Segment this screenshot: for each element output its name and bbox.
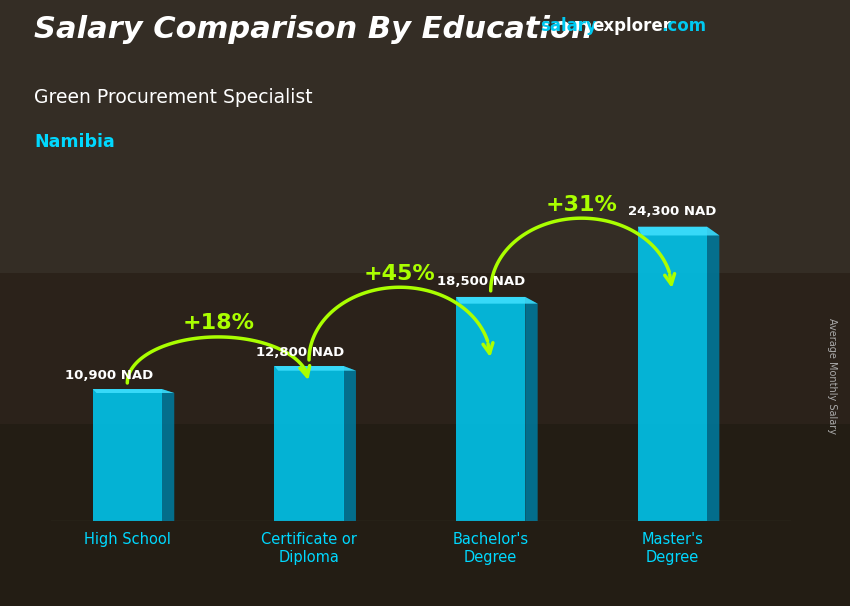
Polygon shape — [275, 366, 356, 371]
Text: Namibia: Namibia — [34, 133, 115, 152]
Polygon shape — [525, 297, 538, 521]
Text: 12,800 NAD: 12,800 NAD — [256, 346, 344, 359]
Text: .com: .com — [661, 17, 706, 35]
Polygon shape — [456, 297, 538, 304]
Text: Average Monthly Salary: Average Monthly Salary — [827, 318, 837, 434]
Polygon shape — [162, 389, 174, 521]
Text: +45%: +45% — [364, 264, 436, 284]
Bar — [0, 0, 850, 273]
Polygon shape — [638, 227, 719, 236]
Text: salary: salary — [540, 17, 597, 35]
Text: Salary Comparison By Education: Salary Comparison By Education — [34, 15, 592, 44]
Text: 24,300 NAD: 24,300 NAD — [628, 205, 717, 218]
Text: explorer: explorer — [592, 17, 672, 35]
Polygon shape — [707, 227, 719, 521]
Polygon shape — [638, 227, 707, 521]
Polygon shape — [93, 389, 162, 521]
Text: +18%: +18% — [182, 313, 254, 333]
Polygon shape — [93, 389, 174, 393]
Text: +31%: +31% — [546, 195, 617, 215]
Text: Green Procurement Specialist: Green Procurement Specialist — [34, 88, 313, 107]
Bar — [0, 424, 850, 606]
Polygon shape — [456, 297, 525, 521]
Polygon shape — [275, 366, 343, 521]
Text: 10,900 NAD: 10,900 NAD — [65, 369, 153, 382]
Polygon shape — [343, 366, 356, 521]
Text: 18,500 NAD: 18,500 NAD — [438, 276, 526, 288]
